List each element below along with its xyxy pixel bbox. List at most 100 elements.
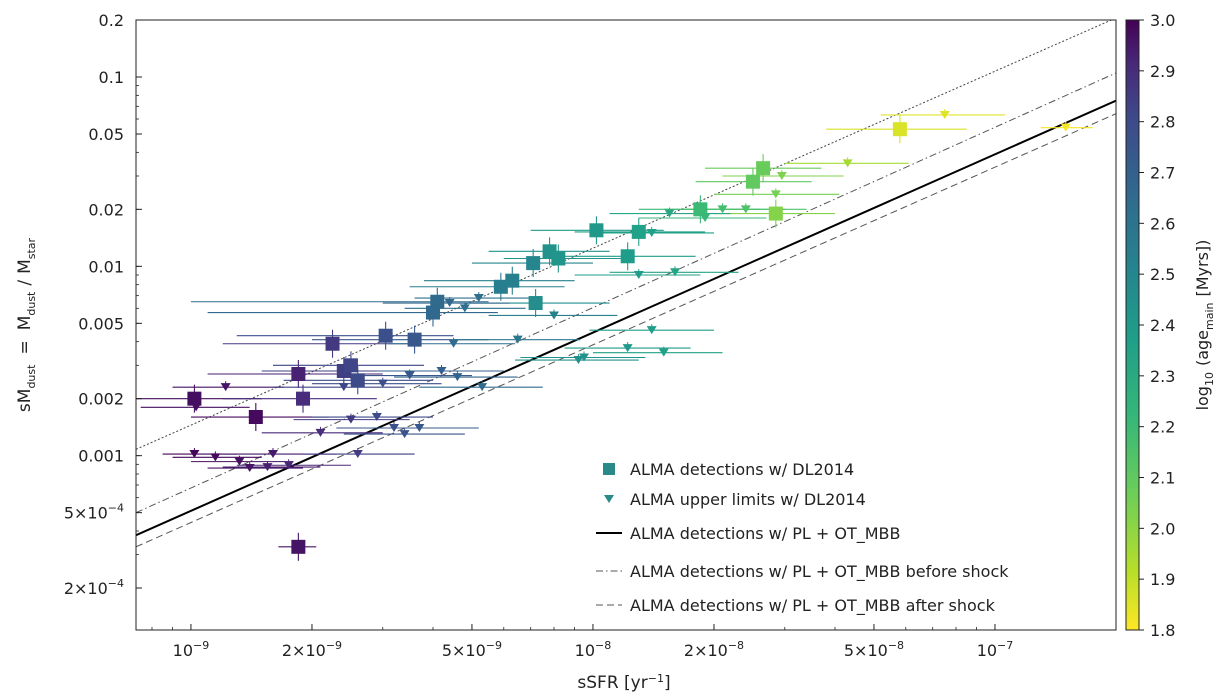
upper-limit-marker	[338, 383, 349, 392]
error-bars	[136, 108, 1093, 561]
upper-limit-marker	[573, 356, 584, 365]
plot-frame	[135, 19, 1117, 631]
x-tick-label: 2×10−9	[282, 639, 342, 660]
upper-limit-marker	[234, 457, 245, 466]
colorbar-tick-label: 2.8	[1150, 113, 1175, 132]
upper-limit-marker	[452, 373, 463, 382]
upper-limit-marker	[404, 371, 415, 380]
upper-limit-marker	[842, 159, 853, 168]
detection-marker	[407, 332, 422, 347]
detection-marker	[745, 174, 760, 189]
upper-limit-marker	[622, 344, 633, 353]
detection-marker	[343, 358, 358, 373]
x-tick-label: 5×10−9	[442, 639, 502, 660]
legend-label: ALMA detections w/ PL + OT_MBB after sho…	[630, 596, 996, 616]
upper-limit-marker	[377, 379, 388, 388]
colorbar-tick-label: 2.7	[1150, 164, 1175, 183]
colorbar: 3.02.92.82.72.62.52.42.32.22.12.01.91.8 …	[1125, 11, 1216, 640]
upper-limit-marker	[189, 450, 200, 459]
upper-limit-marker	[740, 205, 751, 214]
x-tick-label: 10−8	[575, 639, 612, 660]
upper-limit-marker	[315, 428, 326, 437]
upper-limit-marker	[633, 270, 644, 279]
detection-marker	[291, 539, 306, 554]
y-tick-label: 0.01	[88, 257, 124, 276]
upper-limit-marker	[371, 413, 382, 422]
legend-label: ALMA upper limits w/ DL2014	[630, 490, 866, 509]
upper-limit-marker	[549, 311, 560, 320]
upper-limit-marker	[646, 228, 657, 237]
detection-marker	[378, 328, 393, 343]
colorbar-tick-label: 2.4	[1150, 316, 1175, 335]
upper-limit-marker	[1060, 123, 1071, 132]
ref-line-dashed	[136, 113, 1116, 548]
detection-marker	[551, 251, 566, 266]
upper-limit-marker	[244, 464, 255, 473]
y-axis-ticks: 0.2 0.1 0.05 0.02 0.01 0.005 0.002 0.001 5×10−4 2…	[64, 11, 142, 598]
detection-marker	[756, 161, 771, 176]
upper-limit-marker	[658, 348, 669, 357]
upper-limit-marker	[579, 353, 590, 362]
detection-marker	[528, 296, 543, 311]
x-axis-ticks: 10−9 2×10−9 5×10−9 10−8 2×10−8 5×10−8 10−7	[151, 624, 1117, 660]
legend-label: ALMA detections w/ DL2014	[630, 460, 854, 479]
colorbar-tick-label: 2.0	[1150, 519, 1175, 538]
upper-limit-marker	[436, 366, 447, 375]
upper-limit-marker	[191, 403, 202, 412]
detection-marker	[430, 294, 445, 309]
y-tick-label: 0.1	[99, 68, 124, 87]
y-tick-label: 0.05	[88, 125, 124, 144]
reference-lines	[136, 20, 1116, 548]
upper-limit-marker	[268, 450, 279, 459]
y-tick-label: 5×10−4	[64, 502, 124, 523]
colorbar-label: log10(agemain[Myrs])	[1193, 240, 1216, 411]
upper-limit-marker	[776, 171, 787, 180]
y-tick-label: 0.02	[88, 200, 124, 219]
detection-marker	[248, 410, 263, 425]
detection-marker	[505, 273, 520, 288]
upper-limit-marker	[389, 423, 400, 432]
upper-limit-marker	[414, 423, 425, 432]
y-tick-label: 0.005	[78, 314, 124, 333]
ref-line-dotted	[136, 20, 1113, 450]
y-tick-label: 0.002	[78, 390, 124, 409]
legend-swatch-triangle	[604, 495, 614, 503]
detection-marker	[768, 206, 783, 221]
colorbar-tick-label: 1.8	[1150, 621, 1175, 640]
legend: ALMA detections w/ DL2014 ALMA upper lim…	[596, 460, 1009, 616]
upper-limit-marker	[283, 461, 294, 470]
y-tick-label: 0.2	[99, 11, 124, 30]
detection-marker	[620, 249, 635, 264]
detection-marker	[493, 279, 508, 294]
detection-marker	[291, 366, 306, 381]
data-markers	[187, 110, 1071, 554]
upper-limit-marker	[220, 383, 231, 392]
detection-marker	[325, 336, 340, 351]
upper-limit-marker	[939, 110, 950, 119]
upper-limit-marker	[459, 304, 470, 313]
ref-line-dashdot	[136, 72, 1116, 514]
upper-limit-marker	[670, 268, 681, 277]
upper-limit-marker	[473, 294, 484, 303]
upper-limit-marker	[262, 463, 273, 472]
colorbar-tick-label: 2.2	[1150, 418, 1175, 437]
detection-marker	[526, 256, 541, 271]
x-tick-label: 5×10−8	[844, 639, 904, 660]
colorbar-tick-label: 1.9	[1150, 570, 1175, 589]
colorbar-tick-label: 2.6	[1150, 214, 1175, 233]
upper-limit-marker	[345, 415, 356, 424]
y-axis-label: sMdust=Mdust/Mstar	[15, 237, 38, 412]
colorbar-tick-label: 2.3	[1150, 367, 1175, 386]
detection-marker	[892, 122, 907, 137]
legend-swatch-square	[603, 463, 615, 475]
upper-limit-marker	[700, 213, 711, 222]
detection-marker	[350, 373, 365, 388]
colorbar-tick-label: 2.5	[1150, 265, 1175, 284]
detection-marker	[631, 224, 646, 239]
colorbar-tick-label: 3.0	[1150, 11, 1175, 30]
colorbar-ticks: 3.0 2.9 2.8 2.7 2.6 2.5 2.4 2.3 2.2 2.1 2.0 1.9 1.8	[1139, 11, 1175, 640]
detection-marker	[187, 391, 202, 406]
ref-line-solid	[136, 99, 1116, 537]
upper-limit-marker	[477, 383, 488, 392]
